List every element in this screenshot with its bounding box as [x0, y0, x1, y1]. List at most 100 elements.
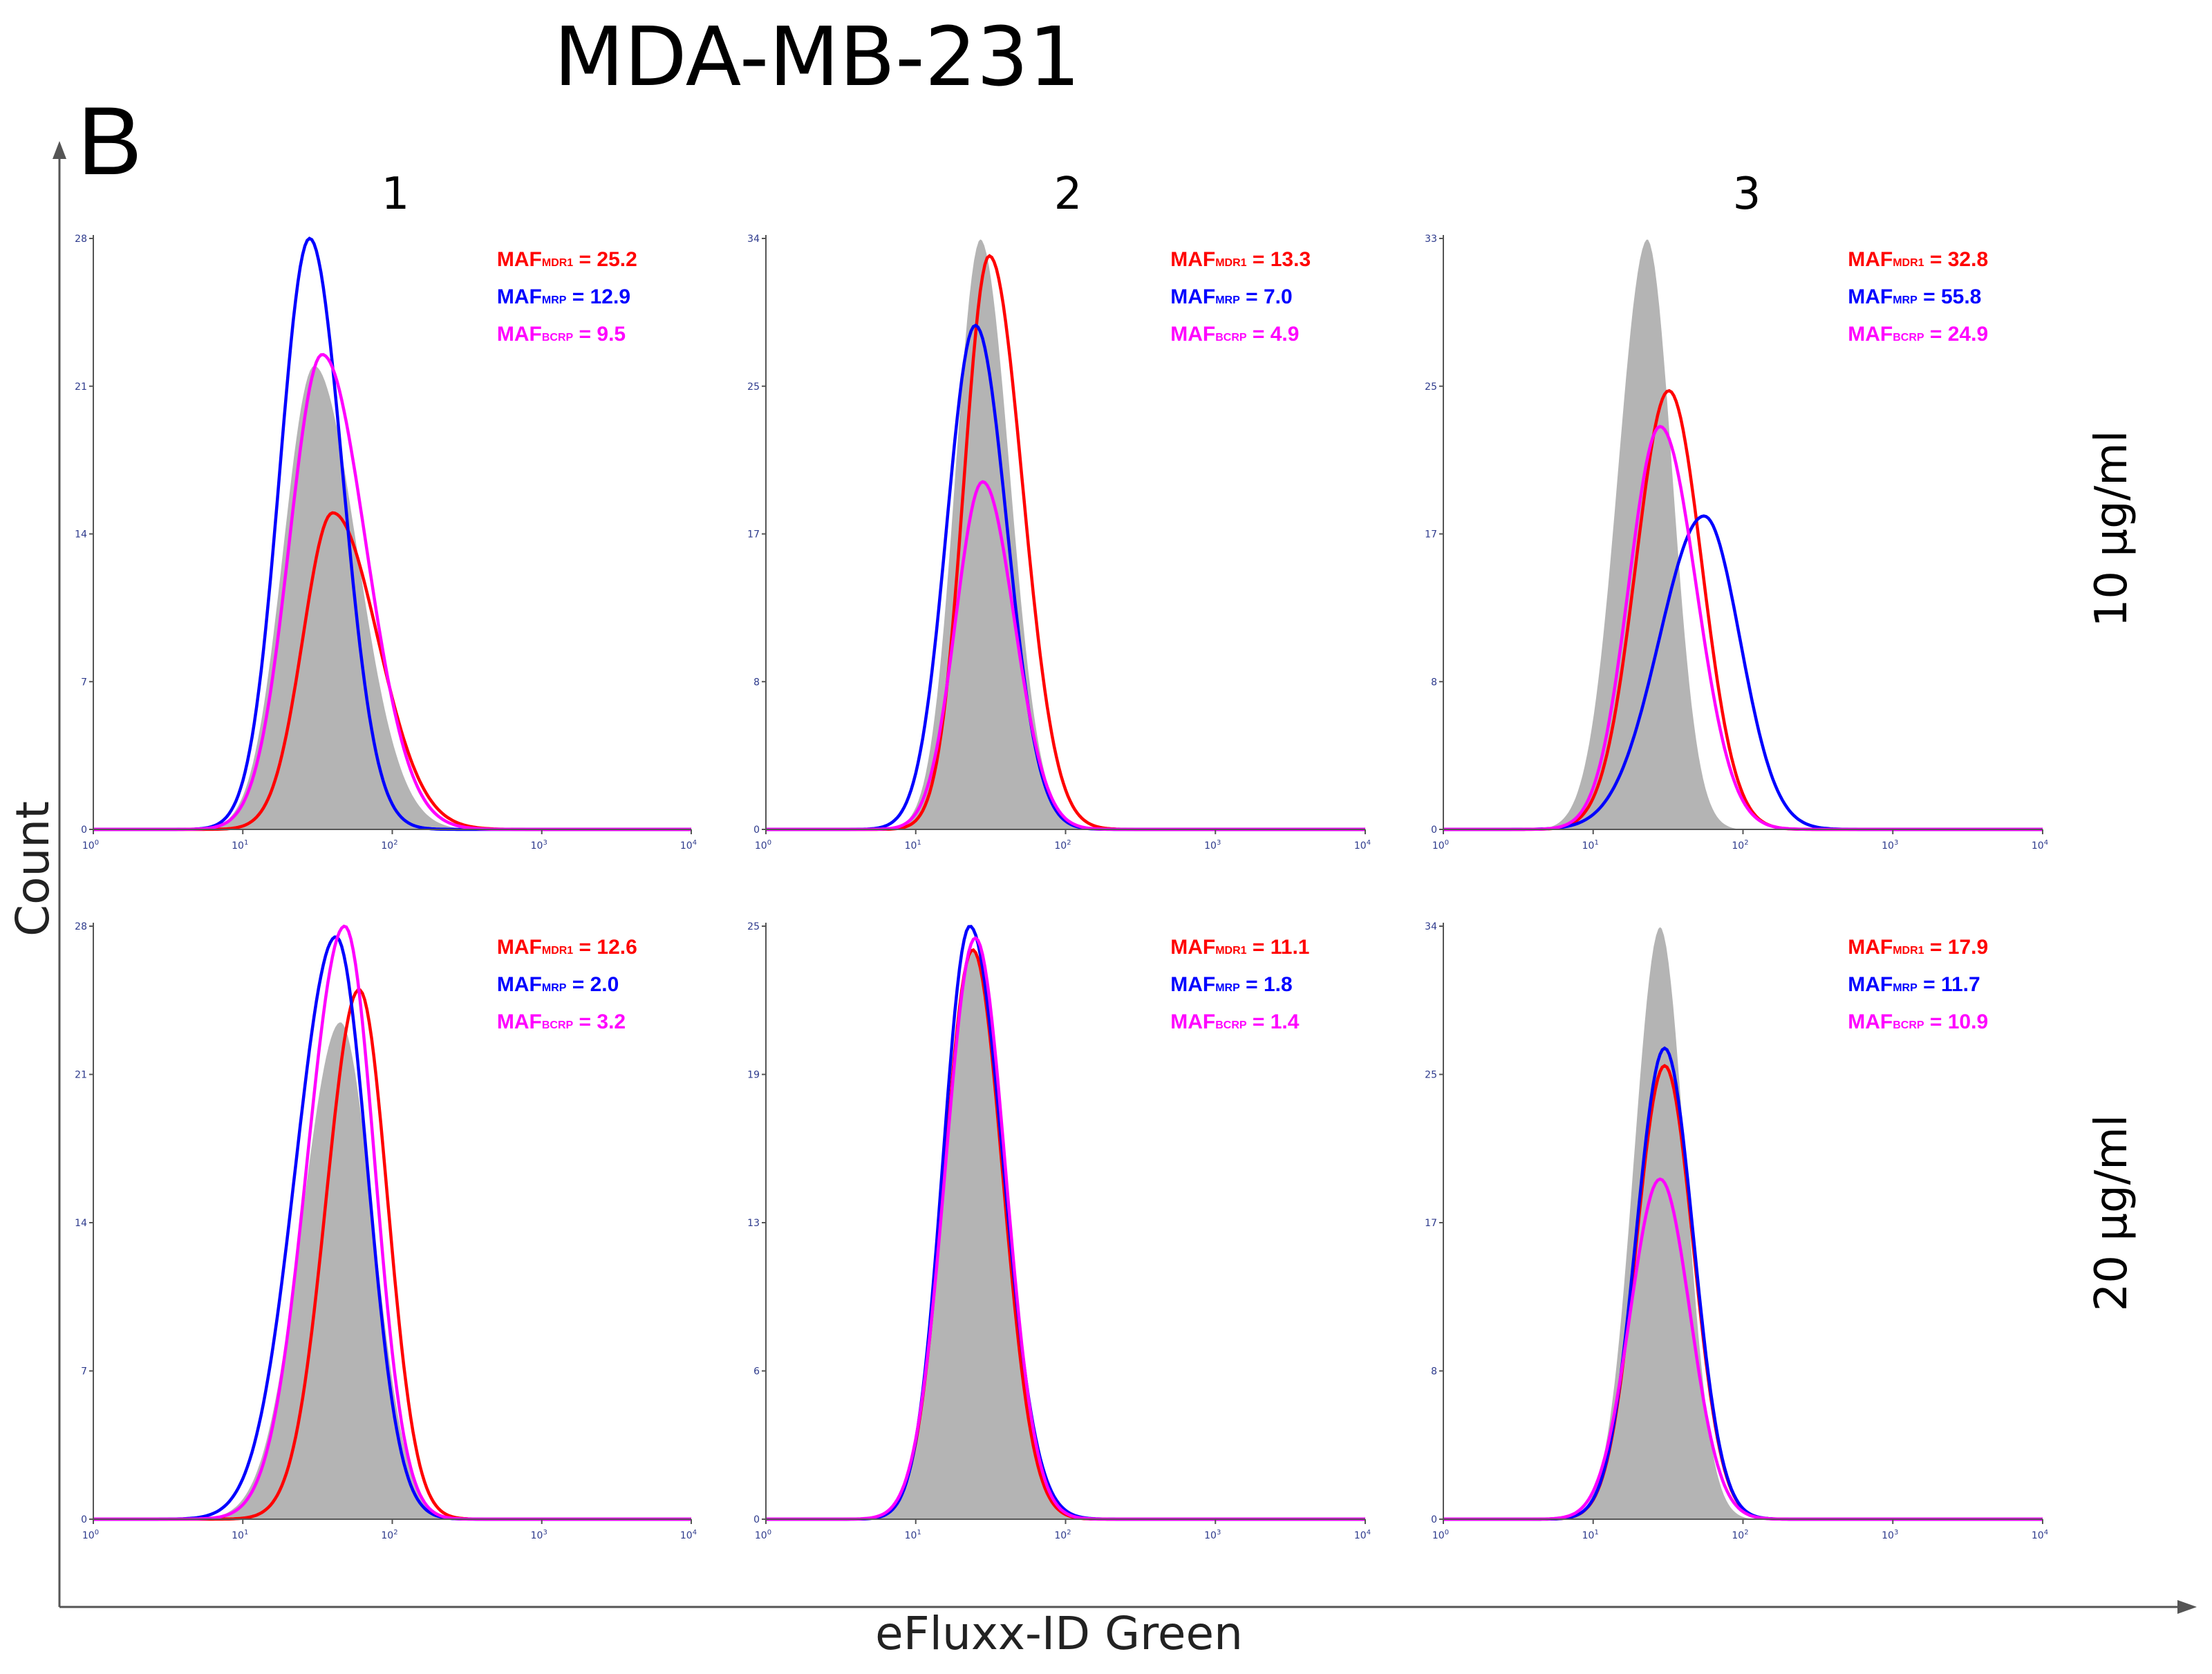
x-tick-label: 101 — [905, 839, 921, 852]
histogram-panel-3-row1: 0 8 17 25 33 100 101 102 103 104 MAFMDR1 = 32.8 MAF… — [1425, 234, 2048, 852]
x-tick-label: 100 — [82, 839, 99, 852]
x-tick-label: 103 — [1204, 839, 1221, 852]
x-tick-label: 101 — [1582, 1529, 1599, 1541]
y-tick-label: 0 — [1431, 825, 1437, 836]
x-tick-label: 102 — [381, 1529, 397, 1541]
series-mrp-line — [1443, 514, 2043, 831]
maf-annotation-bcrp: MAFBCRP = 24.9 — [1848, 323, 1988, 346]
x-tick-label: 100 — [1432, 839, 1449, 852]
y-tick-label: 17 — [1425, 529, 1437, 540]
x-tick-label: 104 — [680, 1529, 697, 1541]
y-tick-label: 17 — [1425, 1218, 1437, 1229]
maf-annotation-mrp: MAFMRP = 1.8 — [1170, 973, 1292, 996]
column-label-2: 2 — [1054, 169, 1082, 220]
maf-annotation-mrp: MAFMRP = 11.7 — [1848, 973, 1980, 996]
y-tick-label: 8 — [1431, 677, 1437, 688]
figure-title: MDA-MB-231 — [554, 9, 1080, 104]
x-tick-label: 101 — [232, 839, 248, 852]
y-tick-label: 13 — [747, 1218, 760, 1229]
y-tick-label: 0 — [753, 1514, 760, 1525]
x-tick-label: 100 — [755, 839, 771, 852]
y-tick-label: 33 — [1425, 234, 1437, 245]
x-tick-label: 104 — [680, 839, 697, 852]
maf-annotation-bcrp: MAFBCRP = 4.9 — [1170, 323, 1299, 346]
x-tick-label: 103 — [1204, 1529, 1221, 1541]
x-tick-label: 101 — [232, 1529, 248, 1541]
series-control-fill — [766, 949, 1365, 1520]
y-tick-label: 14 — [75, 1218, 87, 1229]
y-tick-label: 28 — [75, 921, 87, 932]
y-tick-label: 21 — [75, 1070, 87, 1081]
series-control-fill — [93, 364, 691, 830]
y-tick-label: 28 — [75, 234, 87, 245]
column-label-1: 1 — [382, 169, 410, 220]
x-tick-label: 103 — [531, 839, 547, 852]
y-tick-label: 25 — [1425, 1070, 1437, 1081]
y-tick-label: 25 — [747, 382, 760, 393]
maf-annotation-mdr1: MAFMDR1 = 13.3 — [1170, 248, 1311, 271]
x-tick-label: 103 — [531, 1529, 547, 1541]
maf-annotation-bcrp: MAFBCRP = 9.5 — [497, 323, 626, 346]
x-tick-label: 103 — [1882, 1529, 1898, 1541]
maf-annotation-mdr1: MAFMDR1 = 12.6 — [497, 936, 637, 959]
histogram-panel-1-row1: 0 7 14 21 28 100 101 102 103 104 MAFMDR1 = 25.2 MAF… — [75, 234, 697, 852]
histogram-panel-1-row2: 0 7 14 21 28 100 101 102 103 104 MAFMDR1 = 12.6 MAF… — [75, 921, 697, 1541]
x-axis-title: eFluxx-ID Green — [875, 1607, 1243, 1660]
y-tick-label: 25 — [747, 921, 760, 932]
panel-letter: B — [77, 86, 142, 195]
series-mdr1-line — [766, 948, 1365, 1521]
y-tick-label: 14 — [75, 529, 87, 540]
x-tick-label: 102 — [1732, 839, 1748, 852]
x-tick-label: 102 — [1054, 1529, 1071, 1541]
x-tick-label: 104 — [1354, 839, 1371, 852]
column-label-3: 3 — [1733, 169, 1761, 220]
histogram-panel-2-row1: 0 8 17 25 34 100 101 102 103 104 MAFMDR1 = 13.3 MAF… — [747, 234, 1371, 852]
x-tick-label: 103 — [1882, 839, 1898, 852]
y-tick-label: 6 — [753, 1366, 760, 1377]
series-bcrp-line — [1443, 424, 2043, 831]
maf-annotation-mdr1: MAFMDR1 = 32.8 — [1848, 248, 1988, 271]
y-tick-label: 0 — [81, 1514, 87, 1525]
histogram-panel-3-row2: 0 8 17 25 34 100 101 102 103 104 MAFMDR1 = 17.9 MAF… — [1425, 921, 2048, 1541]
maf-annotation-mrp: MAFMRP = 55.8 — [1848, 285, 1981, 308]
outer-x-axis-arrow — [2177, 1600, 2197, 1614]
series-bcrp-line — [766, 480, 1365, 831]
y-tick-label: 8 — [1431, 1366, 1437, 1377]
x-tick-label: 102 — [1732, 1529, 1748, 1541]
y-tick-label: 17 — [747, 529, 760, 540]
series-mdr1-line — [1443, 388, 2043, 831]
series-mdr1-line — [1443, 1064, 2043, 1521]
y-tick-label: 25 — [1425, 382, 1437, 393]
histogram-panel-2-row2: 0 6 13 19 25 100 101 102 103 104 MAFMDR1 = 11.1 MAF… — [747, 921, 1371, 1541]
y-tick-label: 7 — [81, 677, 87, 688]
x-tick-label: 100 — [1432, 1529, 1449, 1541]
maf-annotation-mdr1: MAFMDR1 = 11.1 — [1170, 936, 1309, 959]
x-tick-label: 101 — [1582, 839, 1599, 852]
y-tick-label: 7 — [81, 1366, 87, 1377]
x-tick-label: 102 — [381, 839, 397, 852]
x-tick-label: 101 — [905, 1529, 921, 1541]
y-tick-label: 0 — [81, 825, 87, 836]
maf-annotation-bcrp: MAFBCRP = 3.2 — [497, 1010, 626, 1033]
y-tick-label: 21 — [75, 382, 87, 393]
histogram-panels: 0 7 14 21 28 100 101 102 103 104 MAFMDR1 = 25.2 MAF… — [75, 234, 2048, 1541]
y-tick-label: 0 — [753, 825, 760, 836]
y-tick-label: 34 — [747, 234, 760, 245]
y-tick-label: 8 — [753, 677, 760, 688]
outer-y-axis-arrow — [53, 141, 66, 159]
x-tick-label: 104 — [2032, 1529, 2048, 1541]
series-bcrp-line — [1443, 1177, 2043, 1521]
series-control-fill — [93, 1021, 691, 1520]
x-tick-label: 104 — [2032, 839, 2048, 852]
x-tick-label: 104 — [1354, 1529, 1371, 1541]
x-tick-label: 100 — [755, 1529, 771, 1541]
series-mrp-line — [1443, 1046, 2043, 1521]
y-tick-label: 0 — [1431, 1514, 1437, 1525]
maf-annotation-mrp: MAFMRP = 7.0 — [1170, 285, 1292, 308]
maf-annotation-mdr1: MAFMDR1 = 25.2 — [497, 248, 637, 271]
maf-annotation-mdr1: MAFMDR1 = 17.9 — [1848, 936, 1988, 959]
maf-annotation-bcrp: MAFBCRP = 10.9 — [1848, 1010, 1988, 1033]
maf-annotation-mrp: MAFMRP = 2.0 — [497, 973, 619, 996]
